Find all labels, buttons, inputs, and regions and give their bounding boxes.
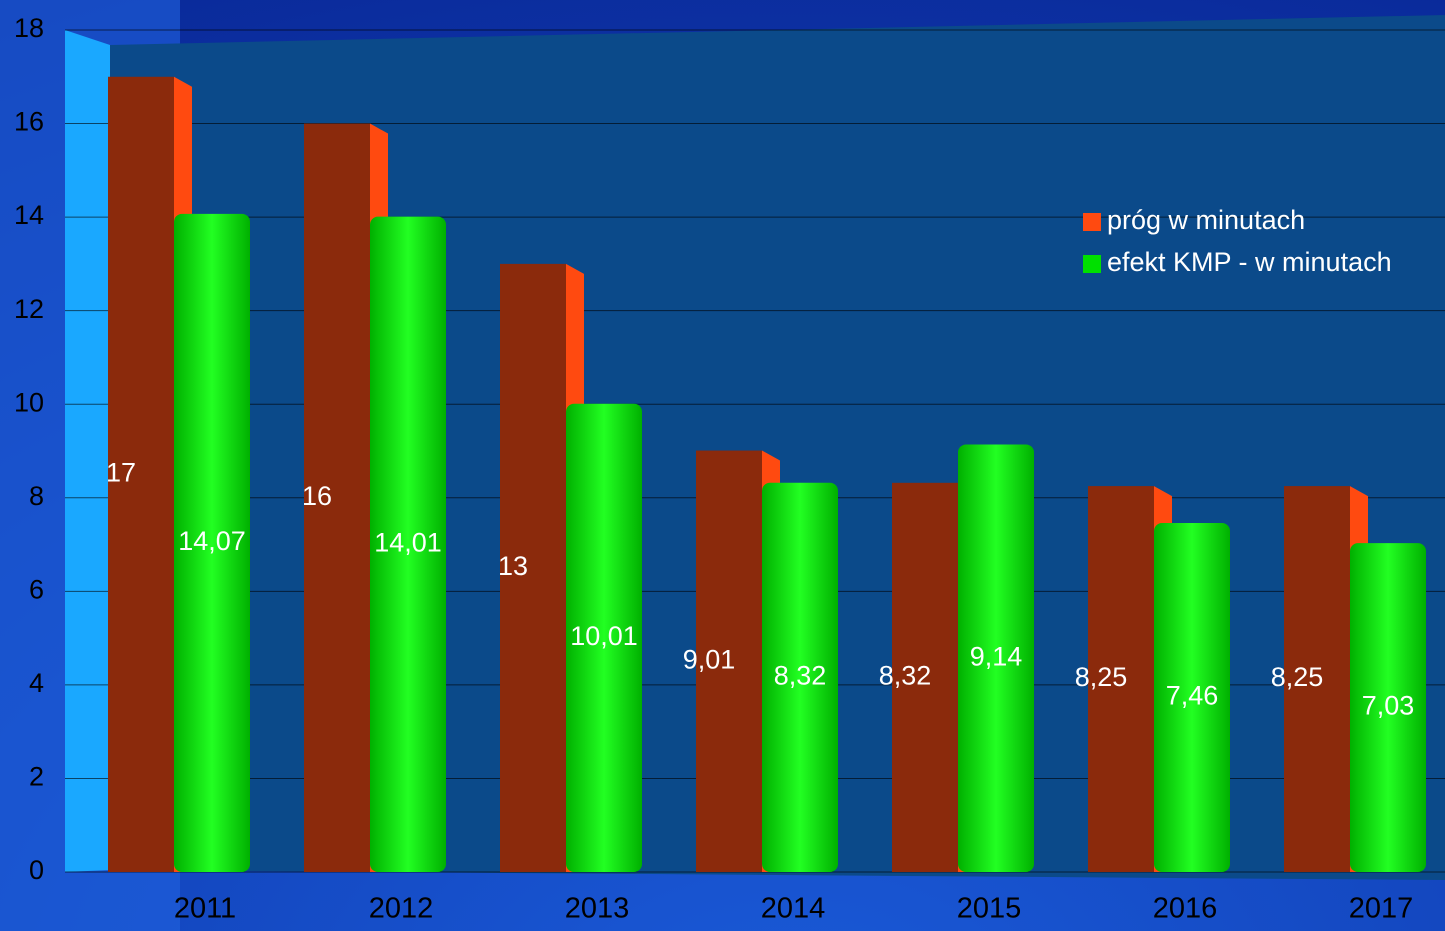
x-tick-label: 2013	[565, 893, 630, 925]
y-tick-label: 2	[29, 762, 44, 792]
data-label: 7,46	[1166, 681, 1219, 711]
x-tick-label: 2015	[957, 893, 1022, 925]
y-tick-label: 14	[14, 200, 44, 230]
bar	[370, 216, 446, 873]
x-tick-label: 2016	[1153, 893, 1218, 925]
legend-swatch	[1083, 213, 1101, 231]
x-tick-label: 2014	[761, 893, 826, 925]
data-label: 10,01	[570, 621, 638, 651]
data-label: 14,01	[374, 527, 442, 557]
data-label: 16	[302, 481, 332, 511]
data-label: 8,32	[774, 661, 827, 691]
data-label: 7,03	[1362, 691, 1415, 721]
bar	[1284, 486, 1350, 872]
y-tick-label: 18	[14, 13, 44, 43]
y-tick-label: 12	[14, 294, 44, 324]
bar	[1350, 543, 1426, 872]
data-label: 14,07	[178, 526, 246, 556]
data-label: 8,32	[879, 661, 932, 691]
y-tick-label: 16	[14, 107, 44, 137]
bar	[1154, 523, 1230, 872]
legend-label: efekt KMP - w minutach	[1107, 247, 1392, 277]
bar	[762, 482, 838, 872]
bar	[566, 403, 642, 872]
y-tick-label: 10	[14, 387, 44, 417]
y-tick-label: 0	[29, 855, 44, 885]
y-tick-label: 8	[29, 481, 44, 511]
bar	[696, 450, 762, 872]
data-label: 8,25	[1271, 662, 1324, 692]
x-tick-label: 2011	[174, 893, 236, 925]
legend-swatch	[1083, 255, 1101, 273]
x-tick-label: 2017	[1349, 893, 1414, 925]
y-tick-label: 4	[29, 668, 44, 698]
bar	[892, 482, 958, 872]
axis-wall	[65, 30, 110, 872]
legend-label: próg w minutach	[1107, 205, 1305, 235]
data-label: 13	[498, 551, 528, 581]
data-label: 9,14	[970, 641, 1023, 671]
x-tick-label: 2012	[369, 893, 434, 925]
bar	[174, 213, 250, 872]
bar	[1088, 486, 1154, 872]
bar	[958, 444, 1034, 872]
data-label: 9,01	[683, 644, 736, 674]
y-tick-label: 6	[29, 574, 44, 604]
data-label: 8,25	[1075, 662, 1128, 692]
bar	[108, 76, 174, 873]
bar	[304, 123, 370, 873]
bar	[500, 263, 566, 872]
data-label: 17	[106, 458, 136, 488]
